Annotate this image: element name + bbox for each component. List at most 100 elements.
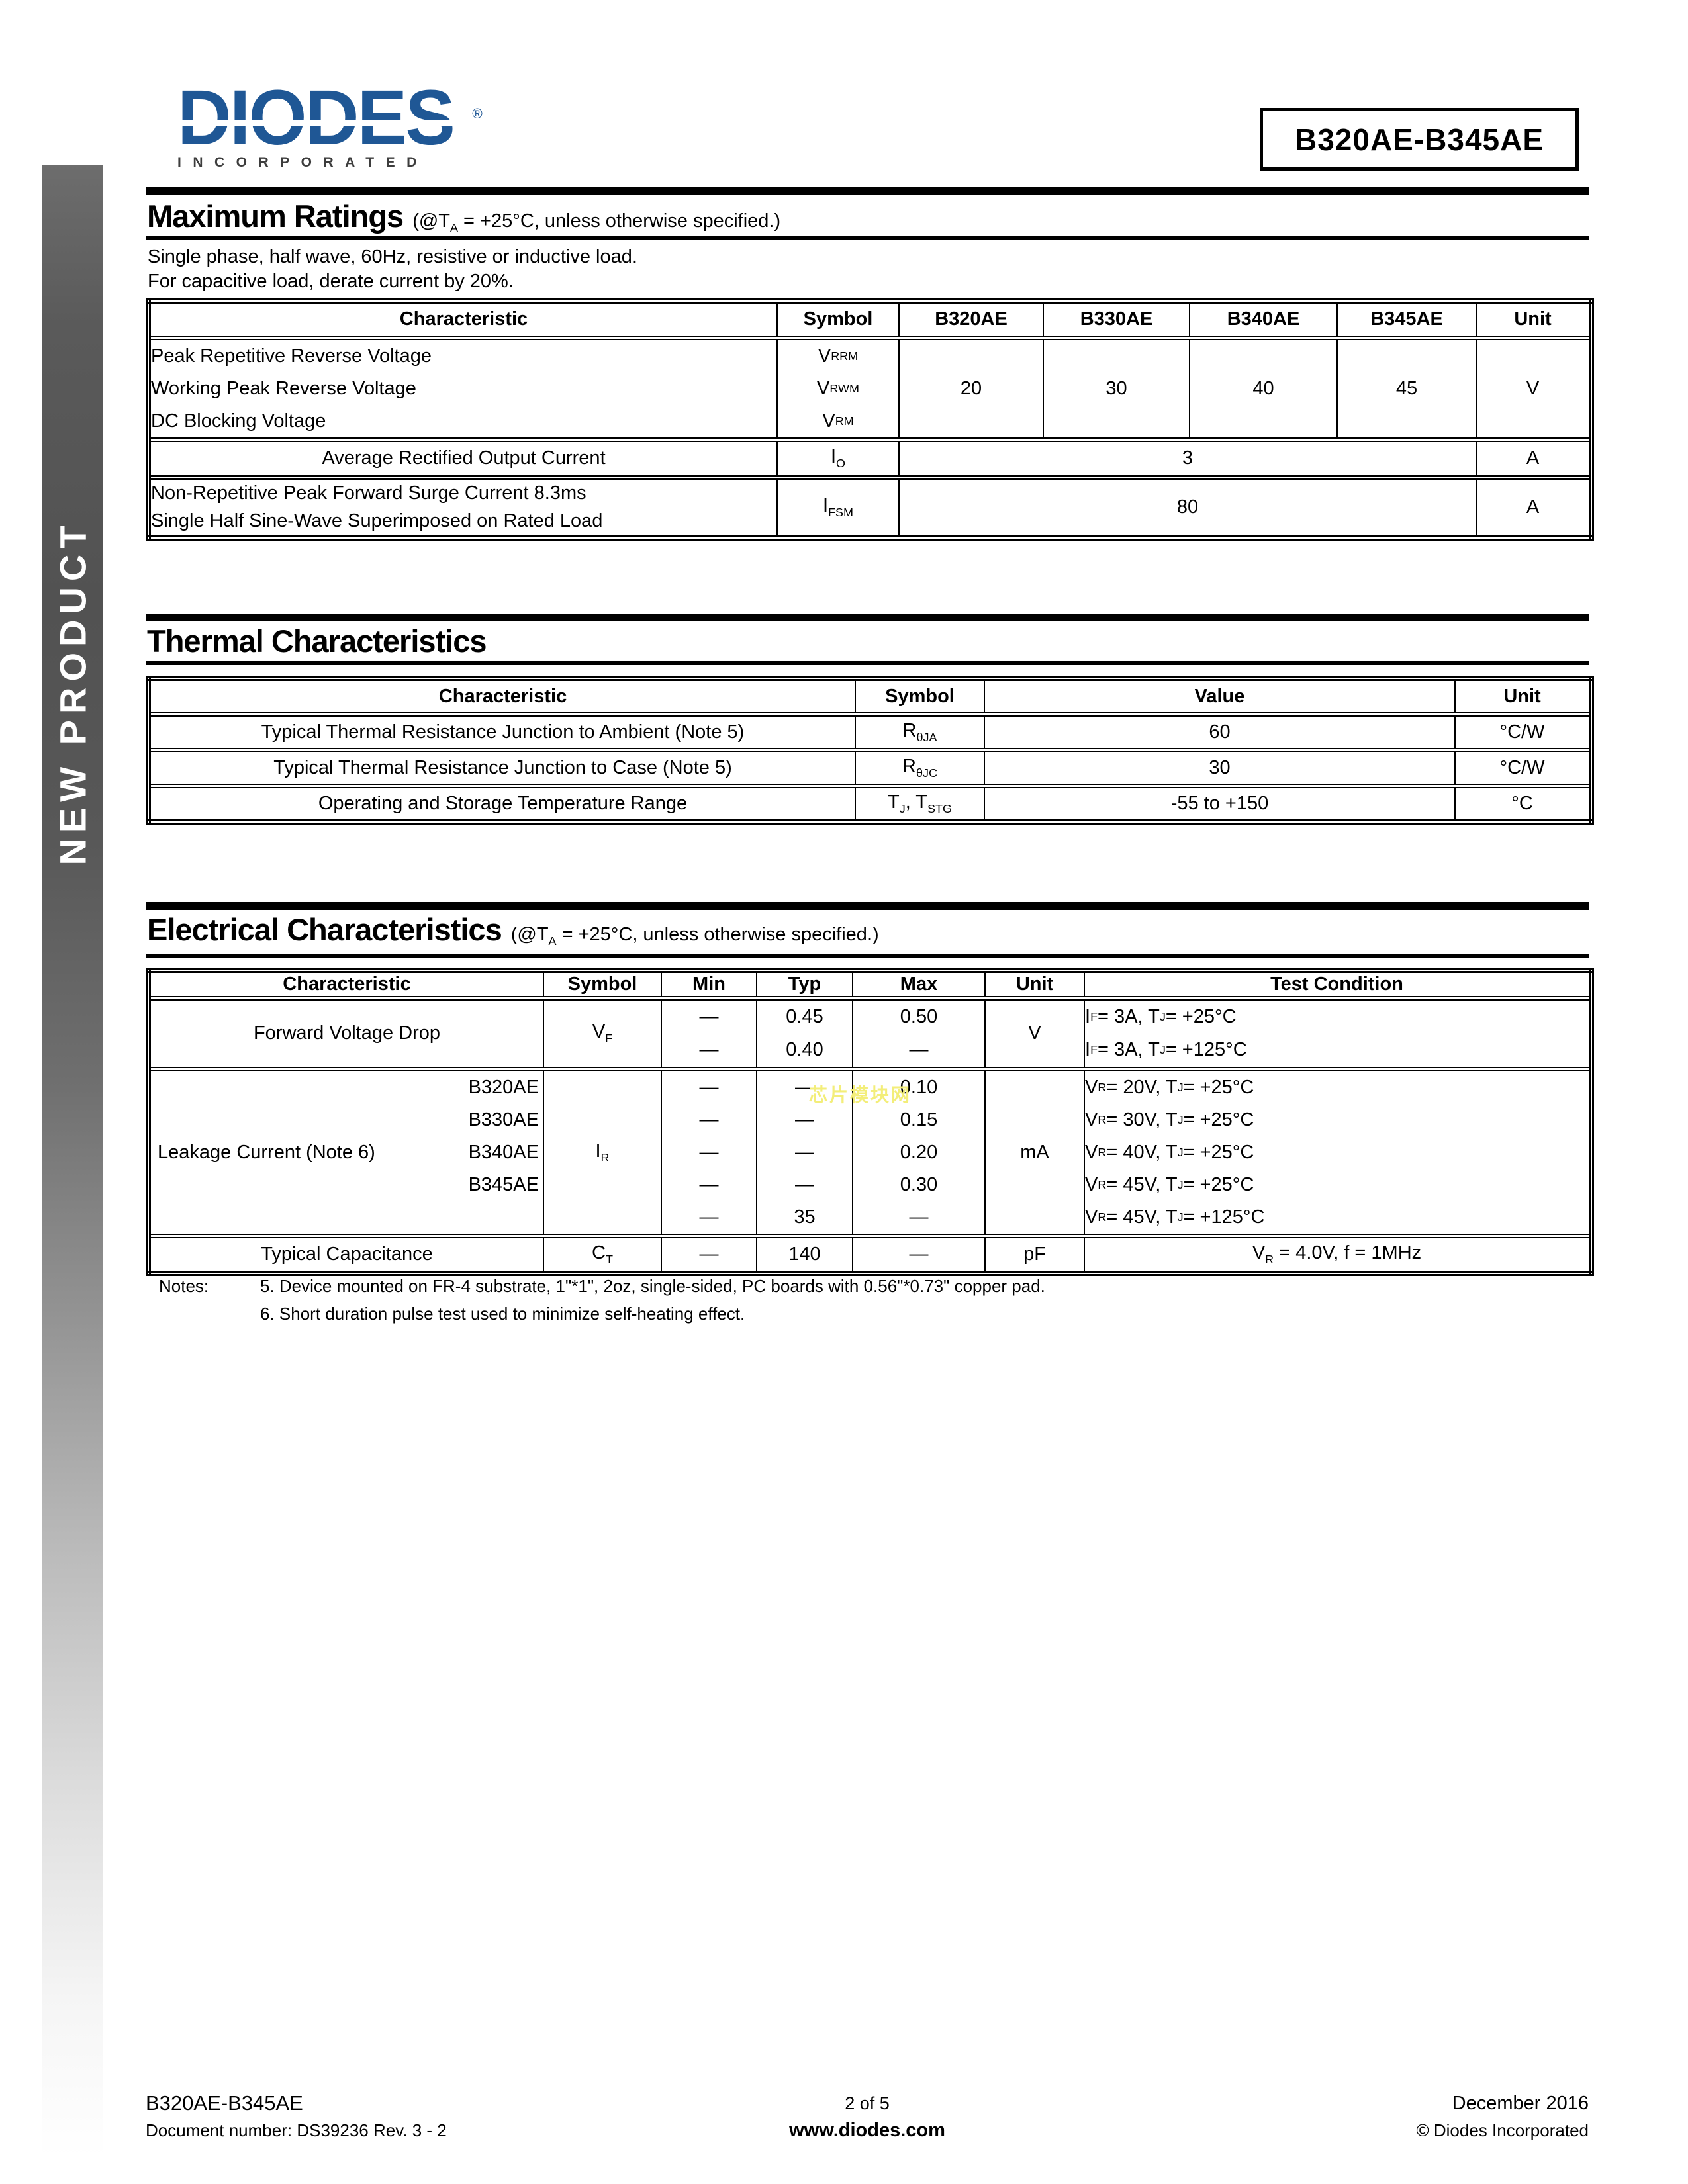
max-ratings-title: Maximum Ratings [147, 199, 404, 234]
sublabel: B320AE [468, 1076, 539, 1098]
new-product-label: NEW PRODUCT [52, 519, 94, 866]
electrical-table: Characteristic Symbol Min Typ Max Unit T… [146, 968, 1594, 1276]
cell-rthjc-unit: °C/W [1454, 747, 1592, 786]
symbol-tj-tstg: TJ, TSTG [855, 783, 985, 823]
part-number-box: B320AE-B345AE [1260, 108, 1579, 171]
value: — [699, 1006, 719, 1027]
max-ratings-conditions: (@TA = +25°C, unless otherwise specified… [412, 210, 781, 234]
cell-ir-unit: mA [984, 1066, 1085, 1236]
symbol-ct: CT [543, 1233, 662, 1274]
col-header-characteristic: Characteristic [148, 970, 544, 999]
value: 35 [794, 1206, 816, 1228]
cell-ifsm-value: 80 [898, 475, 1477, 539]
footer-center: 2 of 5 www.diodes.com [146, 2090, 1589, 2144]
cell-ir-min: — — — — — [661, 1066, 757, 1236]
col-header-b345ae: B345AE [1336, 300, 1477, 338]
cell-ct-unit: pF [984, 1233, 1085, 1274]
cell-tstg-value: -55 to +150 [984, 783, 1456, 823]
col-header-max: Max [852, 970, 986, 999]
electrical-conditions: (@TA = +25°C, unless otherwise specified… [510, 924, 879, 948]
diodes-logo-stripe [178, 120, 463, 126]
col-header-b320ae: B320AE [898, 300, 1044, 338]
cell-voltage-symbols: V RRM V RWM V RM [776, 335, 900, 440]
sublabel: B345AE [468, 1173, 539, 1195]
cell-ct-label: Typical Capacitance [148, 1233, 544, 1274]
value: 0.40 [786, 1039, 823, 1060]
col-header-value: Value [984, 678, 1456, 715]
col-header-min: Min [661, 970, 757, 999]
cell-value-b320ae: 20 [898, 335, 1044, 440]
electrical-title: Electrical Characteristics [147, 912, 502, 947]
cell-value-b340ae: 40 [1189, 335, 1338, 440]
cell-rthja-unit: °C/W [1454, 711, 1592, 751]
cell-ct-typ: 140 [756, 1233, 853, 1274]
footer-copyright: © Diodes Incorporated [1416, 2120, 1589, 2140]
new-product-label-wrap: NEW PRODUCT [42, 520, 103, 865]
sublabel [469, 1201, 539, 1234]
symbol-ir: IR [543, 1066, 662, 1236]
symbol-vf: VF [543, 995, 662, 1069]
cell-io-label: Average Rectified Output Current [148, 437, 778, 478]
value: 0.30 [900, 1173, 938, 1195]
cell-ir-typ: — — — — 35 [756, 1066, 853, 1236]
col-header-characteristic: Characteristic [148, 678, 856, 715]
cell-ifsm-label: Non-Repetitive Peak Forward Surge Curren… [148, 475, 778, 539]
divider-top [146, 187, 1589, 195]
value: — [795, 1076, 814, 1098]
value: 0.50 [900, 1006, 938, 1027]
value: — [699, 1039, 719, 1060]
value: 0.20 [900, 1141, 938, 1163]
note-5: 5. Device mounted on FR-4 substrate, 1"*… [260, 1276, 1045, 1296]
diodes-logo-incorporated: INCORPORATED [177, 155, 428, 170]
thermal-heading: Thermal Characteristics [147, 623, 487, 659]
value: — [699, 1173, 719, 1195]
col-header-b340ae: B340AE [1189, 300, 1338, 338]
cell-io-unit: A [1476, 437, 1592, 478]
footer-right: December 2016 © Diodes Incorporated [146, 2090, 1589, 2144]
value: — [909, 1206, 929, 1228]
col-header-characteristic: Characteristic [148, 300, 778, 338]
part-number: B320AE-B345AE [1294, 122, 1544, 157]
footer-date: December 2016 [1452, 2093, 1589, 2114]
registered-trademark-icon: ® [472, 105, 483, 122]
value: — [795, 1109, 814, 1130]
cell-tstg-unit: °C [1454, 783, 1592, 823]
col-header-symbol: Symbol [776, 300, 900, 338]
col-header-unit: Unit [1454, 678, 1592, 715]
thermal-table: Characteristic Symbol Value Unit Typical… [146, 676, 1594, 825]
col-header-unit: Unit [984, 970, 1085, 999]
row-label: Peak Repetitive Reverse Voltage [151, 345, 432, 367]
value: — [699, 1141, 719, 1163]
cell-io-value: 3 [898, 437, 1477, 478]
row-label: Non-Repetitive Peak Forward Surge Curren… [151, 482, 586, 504]
value: — [795, 1141, 814, 1163]
cell-rthja-value: 60 [984, 711, 1456, 751]
symbol-vrwm: V RWM [817, 377, 859, 399]
cell-rthjc-label: Typical Thermal Resistance Junction to C… [148, 747, 856, 786]
sublabel: B330AE [468, 1109, 539, 1130]
max-ratings-heading: Maximum Ratings (@TA = +25°C, unless oth… [147, 198, 780, 235]
cell-ct-max: — [852, 1233, 986, 1274]
value: — [909, 1039, 929, 1060]
diodes-logo-wordmark: DIODES ® [177, 79, 483, 157]
symbol-vrm: V RM [822, 410, 854, 432]
cell-ifsm-unit: A [1476, 475, 1592, 539]
value: 0.45 [786, 1006, 823, 1027]
cell-ir-max: 0.10 0.15 0.20 0.30 — [852, 1066, 986, 1236]
col-header-b330ae: B330AE [1043, 300, 1190, 338]
electrical-heading: Electrical Characteristics (@TA = +25°C,… [147, 911, 879, 948]
col-header-symbol: Symbol [855, 678, 985, 715]
footer-website-link[interactable]: www.diodes.com [789, 2120, 945, 2141]
max-ratings-table: Characteristic Symbol B320AE B330AE B340… [146, 298, 1594, 541]
note-6: 6. Short duration pulse test used to min… [260, 1304, 745, 1324]
cell-ir-label: Leakage Current (Note 6) B320AE B330AE B… [148, 1066, 544, 1236]
divider-above-thermal [146, 614, 1589, 621]
notes-label: Notes: [159, 1276, 209, 1296]
cell-vf-typ: 0.45 0.40 [756, 995, 853, 1069]
